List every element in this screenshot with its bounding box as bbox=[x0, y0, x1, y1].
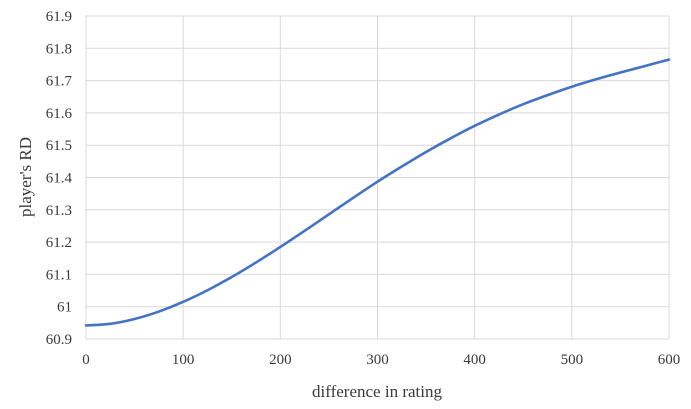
y-tick-label: 61.1 bbox=[46, 267, 72, 283]
y-tick-label: 61.7 bbox=[46, 74, 73, 90]
x-tick-label: 100 bbox=[172, 352, 195, 368]
x-tick-label: 0 bbox=[82, 352, 90, 368]
x-tick-label: 600 bbox=[658, 352, 681, 368]
series-layer bbox=[84, 58, 671, 327]
y-tick-label: 61.6 bbox=[46, 106, 73, 122]
y-tick-label: 61.5 bbox=[46, 138, 72, 154]
y-tick-label: 61.3 bbox=[46, 203, 72, 219]
series-line bbox=[84, 58, 671, 327]
y-tick-label: 61.9 bbox=[46, 9, 72, 25]
y-tick-label: 61.2 bbox=[46, 235, 72, 251]
y-axis-ticks: 60.9 61 61.1 61.2 61.3 61.4 61.5 61.6 61.7 61.8 61… bbox=[46, 9, 73, 348]
x-tick-label: 300 bbox=[366, 352, 389, 368]
grid bbox=[85, 15, 670, 340]
y-tick-label: 61.8 bbox=[46, 41, 72, 57]
y-tick-label: 60.9 bbox=[46, 332, 72, 348]
y-tick-label: 61 bbox=[57, 300, 72, 316]
x-tick-label: 200 bbox=[269, 352, 292, 368]
x-tick-label: 400 bbox=[463, 352, 486, 368]
x-axis-ticks: 0 100 200 300 400 500 600 bbox=[82, 352, 680, 368]
y-axis-title: player's RD bbox=[16, 137, 35, 217]
x-tick-label: 500 bbox=[561, 352, 584, 368]
y-tick-label: 61.4 bbox=[46, 171, 73, 187]
x-axis-title: difference in rating bbox=[312, 382, 442, 401]
